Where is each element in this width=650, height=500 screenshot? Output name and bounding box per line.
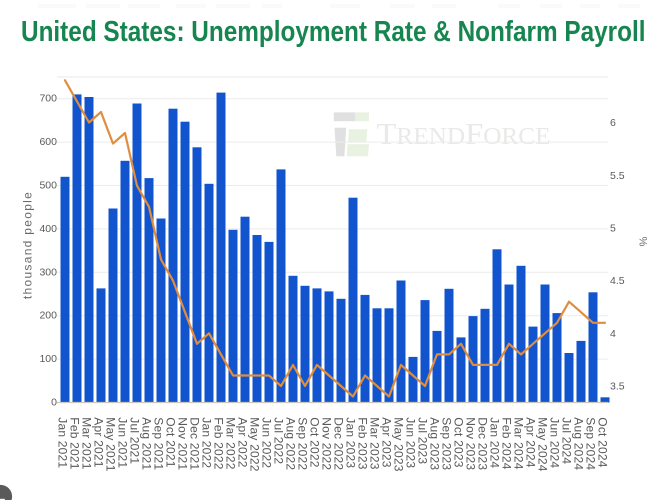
svg-text:Aug 2023: Aug 2023 [427,417,441,470]
svg-text:Jun 2022: Jun 2022 [259,417,273,468]
svg-text:Aug 2022: Aug 2022 [283,417,297,470]
svg-text:Mar 2021: Mar 2021 [79,417,93,469]
svg-text:4.5: 4.5 [610,275,625,287]
svg-text:Mar 2023: Mar 2023 [367,417,381,469]
svg-text:4: 4 [610,328,616,340]
svg-text:Jul 2021: Jul 2021 [127,417,141,464]
svg-text:Jul 2023: Jul 2023 [415,417,429,464]
svg-text:300: 300 [39,266,57,278]
svg-text:Nov 2022: Nov 2022 [319,417,333,470]
svg-text:200: 200 [39,310,57,322]
svg-text:Oct 2023: Oct 2023 [451,417,465,467]
svg-text:Dec 2023: Dec 2023 [475,417,489,470]
svg-text:600: 600 [39,136,57,148]
svg-text:United States: Unemployment Ra: United States: Unemployment Rate & Nonfa… [21,16,646,48]
svg-text:Feb 2022: Feb 2022 [211,417,225,469]
svg-text:Aug 2024: Aug 2024 [571,417,585,470]
svg-text:0: 0 [51,397,57,409]
svg-text:Mar 2022: Mar 2022 [223,417,237,469]
svg-text:Apr 2021: Apr 2021 [91,417,105,467]
svg-text:Mar 2024: Mar 2024 [511,417,525,469]
svg-text:Jan 2024: Jan 2024 [487,417,501,468]
svg-text:May 2024: May 2024 [535,417,549,471]
svg-text:Jan 2022: Jan 2022 [199,417,213,468]
svg-text:May 2021: May 2021 [103,417,117,471]
svg-text:3.5: 3.5 [610,381,625,393]
svg-text:Dec 2022: Dec 2022 [331,417,345,470]
svg-text:Feb 2021: Feb 2021 [67,417,81,469]
svg-text:400: 400 [39,223,57,235]
svg-text:Apr 2022: Apr 2022 [235,417,249,467]
svg-text:6: 6 [610,117,616,129]
svg-text:5.5: 5.5 [610,170,625,182]
svg-text:Oct 2021: Oct 2021 [163,417,177,467]
svg-text:Feb 2023: Feb 2023 [355,417,369,469]
svg-text:Jun 2021: Jun 2021 [115,417,129,468]
svg-text:Nov 2023: Nov 2023 [463,417,477,470]
svg-text:Sep 2021: Sep 2021 [151,417,165,470]
svg-text:Feb 2024: Feb 2024 [499,417,513,469]
svg-text:Jul 2024: Jul 2024 [559,417,573,464]
svg-text:Sep 2023: Sep 2023 [439,417,453,470]
svg-text:100: 100 [39,353,57,365]
svg-text:Apr 2024: Apr 2024 [523,417,537,467]
svg-text:Jan 2023: Jan 2023 [343,417,357,468]
svg-text:Oct 2024: Oct 2024 [595,417,609,467]
svg-text:Oct 2022: Oct 2022 [307,417,321,467]
svg-text:%: % [637,237,649,247]
svg-text:Aug 2021: Aug 2021 [139,417,153,470]
svg-text:May 2022: May 2022 [247,417,261,471]
svg-text:5: 5 [610,223,616,235]
svg-text:700: 700 [39,93,57,105]
svg-text:Dec 2021: Dec 2021 [187,417,201,470]
svg-text:Jul 2022: Jul 2022 [271,417,285,464]
svg-text:Sep 2024: Sep 2024 [583,417,597,470]
svg-text:Jun 2023: Jun 2023 [403,417,417,468]
svg-text:500: 500 [39,180,57,192]
svg-text:thousand people: thousand people [21,191,35,299]
svg-text:May 2023: May 2023 [391,417,405,471]
svg-text:Jan 2021: Jan 2021 [55,417,69,468]
svg-text:Apr 2023: Apr 2023 [379,417,393,467]
svg-text:Sep 2022: Sep 2022 [295,417,309,470]
svg-text:Nov 2021: Nov 2021 [175,417,189,470]
svg-text:Jun 2024: Jun 2024 [547,417,561,468]
